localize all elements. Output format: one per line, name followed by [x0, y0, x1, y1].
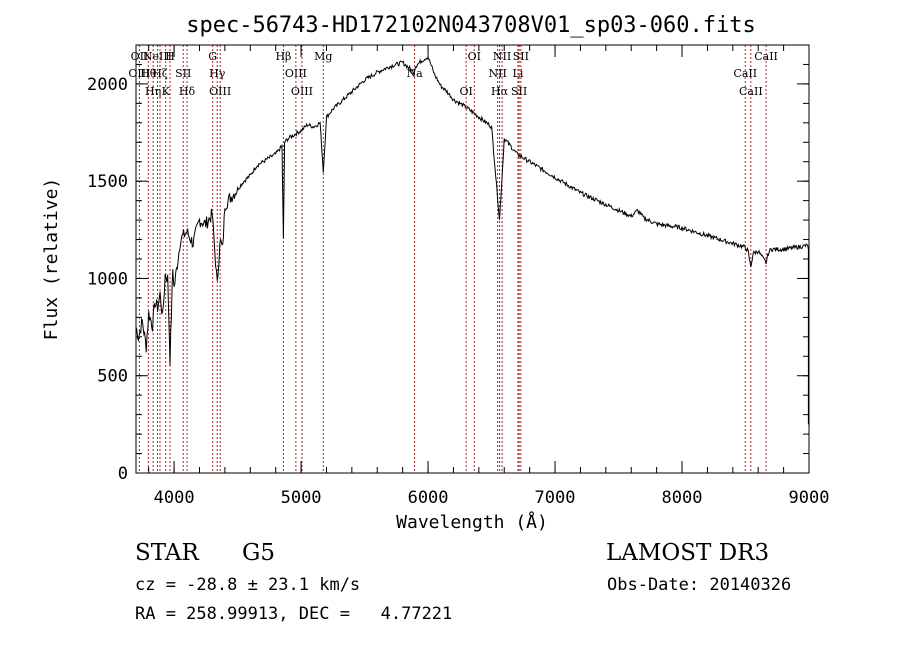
- plot-frame: [135, 44, 810, 474]
- observation-date: Obs-Date: 20140326: [607, 575, 792, 595]
- line-label: NII: [488, 67, 506, 80]
- y-tick-label: 1000: [87, 269, 128, 289]
- line-label: OI: [459, 85, 472, 98]
- object-class: STAR: [135, 540, 199, 566]
- line-label: OII: [131, 50, 149, 63]
- survey-name: LAMOST DR3: [606, 540, 770, 566]
- line-label: Mg: [314, 50, 332, 63]
- line-label: G: [208, 50, 217, 63]
- line-label: OIII: [285, 67, 307, 80]
- y-axis-label: Flux (relative): [41, 178, 62, 341]
- line-label: CaII: [754, 50, 778, 63]
- x-tick-label: 4000: [154, 488, 195, 508]
- line-label: OI: [468, 50, 481, 63]
- line-label: Hη: [145, 85, 161, 98]
- line-label: Hζ: [152, 67, 168, 80]
- chart-title: spec-56743-HD172102N043708V01_sp03-060.f…: [186, 13, 756, 38]
- spectral-line-markers: [138, 45, 767, 473]
- line-label: Hγ: [209, 67, 226, 80]
- line-label: H: [165, 50, 175, 63]
- x-tick-label: 6000: [408, 488, 449, 508]
- line-label: K: [162, 85, 171, 98]
- x-tick-label: 8000: [662, 488, 703, 508]
- line-label: SII: [175, 67, 191, 80]
- line-label: SII: [513, 50, 529, 63]
- y-tick-label: 2000: [87, 75, 128, 95]
- line-label: CaII: [739, 85, 763, 98]
- line-label: Hα: [491, 85, 509, 98]
- x-axis-ticks: 4000 5000 6000 7000 8000 9000: [148, 45, 830, 508]
- x-tick-label: 5000: [281, 488, 322, 508]
- flux-trace: [135, 55, 809, 466]
- redshift-cz: cz = -28.8 ± 23.1 km/s: [135, 575, 361, 595]
- coordinates: RA = 258.99913, DEC = 4.77221: [135, 604, 453, 624]
- spectral-line-labels: OIIOIIIHθHηNeIIIHζKHSIIHδGHγOIIIHβOIIIOI…: [128, 50, 778, 98]
- line-label: NII: [493, 50, 511, 63]
- line-label: Hβ: [275, 50, 291, 63]
- x-tick-label: 7000: [535, 488, 576, 508]
- line-label: NeIII: [143, 50, 172, 63]
- line-label: Li: [513, 67, 524, 80]
- y-tick-label: 500: [97, 367, 128, 387]
- line-label: SII: [511, 85, 527, 98]
- line-label: OIII: [209, 85, 231, 98]
- line-label: Hδ: [179, 85, 196, 98]
- x-tick-label: 9000: [789, 488, 830, 508]
- x-axis-label: Wavelength (Å): [396, 511, 548, 533]
- line-label: OIII: [128, 67, 150, 80]
- y-tick-label: 1500: [87, 172, 128, 192]
- line-label: OIII: [291, 85, 313, 98]
- line-label: CaII: [733, 67, 757, 80]
- line-label: Hθ: [140, 67, 157, 80]
- object-subclass: G5: [242, 540, 276, 566]
- y-tick-label: 0: [118, 464, 128, 484]
- y-axis-ticks: 0 500 1000 1500 2000: [87, 44, 809, 484]
